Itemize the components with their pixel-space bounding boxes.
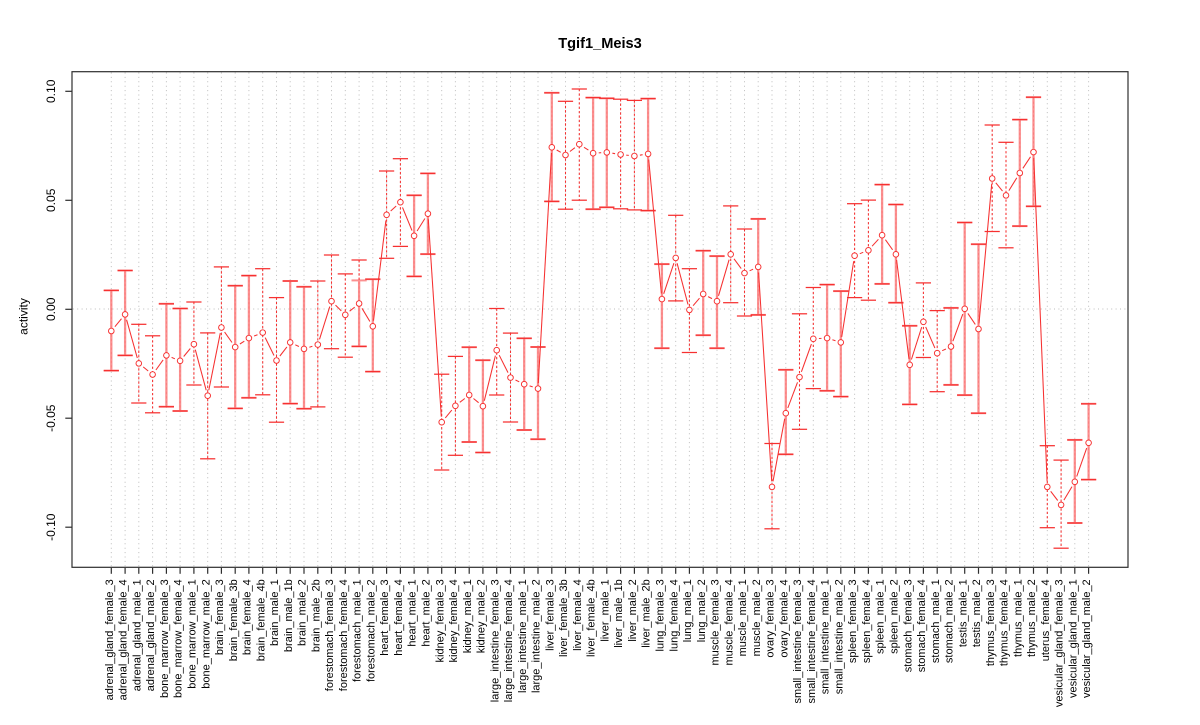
svg-text:brain_male_1b: brain_male_1b [283,579,295,652]
svg-text:ovary_female_4: ovary_female_4 [778,579,790,657]
svg-text:small_intestine_male_1: small_intestine_male_1 [820,579,832,694]
svg-text:liver_female_4b: liver_female_4b [586,579,598,657]
svg-text:small_intestine_female_4: small_intestine_female_4 [806,579,818,703]
svg-text:muscle_male_1: muscle_male_1 [737,579,749,656]
svg-text:heart_male_2: heart_male_2 [421,579,433,646]
svg-text:0.05: 0.05 [44,188,58,212]
svg-text:heart_female_4: heart_female_4 [393,579,405,655]
svg-text:forestomach_female_4: forestomach_female_4 [338,579,350,691]
svg-text:spleen_male_2: spleen_male_2 [889,579,901,654]
svg-text:kidney_female_4: kidney_female_4 [448,579,460,662]
svg-text:adrenal_gland_male_2: adrenal_gland_male_2 [145,579,157,691]
svg-text:thymus_male_2: thymus_male_2 [1026,579,1038,657]
svg-text:kidney_male_1: kidney_male_1 [462,579,474,653]
svg-text:muscle_male_2: muscle_male_2 [751,579,763,656]
svg-text:-0.05: -0.05 [44,404,58,432]
svg-text:liver_male_1: liver_male_1 [599,579,611,641]
svg-text:uterus_female_4: uterus_female_4 [1040,579,1052,661]
svg-text:vesicular_gland_male_1: vesicular_gland_male_1 [1067,579,1079,698]
svg-text:stomach_male_1: stomach_male_1 [930,579,942,663]
svg-text:liver_male_2b: liver_male_2b [641,579,653,647]
svg-text:bone_marrow_male_1: bone_marrow_male_1 [187,579,199,688]
svg-text:bone_marrow_female_3: bone_marrow_female_3 [159,579,171,698]
svg-text:muscle_female_3: muscle_female_3 [710,579,722,665]
svg-text:spleen_male_1: spleen_male_1 [875,579,887,654]
svg-text:thymus_male_1: thymus_male_1 [1012,579,1024,657]
svg-text:liver_female_4: liver_female_4 [572,579,584,651]
svg-text:muscle_female_4: muscle_female_4 [723,579,735,665]
svg-text:small_intestine_female_3: small_intestine_female_3 [792,579,804,703]
svg-text:brain_male_1: brain_male_1 [269,579,281,646]
svg-text:activity: activity [17,298,31,335]
svg-text:lung_female_4: lung_female_4 [668,579,680,651]
svg-text:brain_male_2b: brain_male_2b [310,579,322,652]
svg-text:forestomach_female_3: forestomach_female_3 [324,579,336,691]
svg-text:liver_male_2: liver_male_2 [627,579,639,641]
svg-text:kidney_female_3: kidney_female_3 [434,579,446,662]
svg-text:brain_female_4: brain_female_4 [242,579,254,655]
svg-text:lung_male_2: lung_male_2 [696,579,708,642]
svg-text:liver_female_3: liver_female_3 [544,579,556,651]
svg-text:stomach_female_3: stomach_female_3 [902,579,914,672]
svg-text:forestomach_male_1: forestomach_male_1 [352,579,364,682]
svg-text:Tgif1_Meis3: Tgif1_Meis3 [558,36,642,52]
svg-text:stomach_male_2: stomach_male_2 [944,579,956,663]
svg-text:adrenal_gland_female_4: adrenal_gland_female_4 [118,579,130,700]
svg-text:stomach_female_4: stomach_female_4 [916,579,928,672]
svg-text:brain_female_4b: brain_female_4b [255,579,267,661]
svg-text:brain_male_2: brain_male_2 [297,579,309,646]
svg-text:thymus_female_4: thymus_female_4 [999,579,1011,666]
svg-text:adrenal_gland_male_1: adrenal_gland_male_1 [131,579,143,691]
svg-text:0.10: 0.10 [44,79,58,103]
svg-text:vesicular_gland_male_2: vesicular_gland_male_2 [1081,579,1093,698]
svg-text:bone_marrow_female_4: bone_marrow_female_4 [173,579,185,698]
svg-text:thymus_female_3: thymus_female_3 [985,579,997,666]
svg-text:spleen_female_3: spleen_female_3 [847,579,859,663]
svg-text:spleen_female_4: spleen_female_4 [861,579,873,663]
svg-text:liver_female_3b: liver_female_3b [558,579,570,657]
svg-text:lung_male_1: lung_male_1 [682,579,694,642]
svg-text:liver_male_1b: liver_male_1b [613,579,625,647]
svg-text:large_intestine_female_4: large_intestine_female_4 [503,579,515,702]
svg-text:large_intestine_male_2: large_intestine_male_2 [531,579,543,693]
svg-text:0.00: 0.00 [44,297,58,321]
svg-text:forestomach_male_2: forestomach_male_2 [365,579,377,682]
svg-text:large_intestine_female_3: large_intestine_female_3 [489,579,501,702]
svg-text:kidney_male_2: kidney_male_2 [476,579,488,653]
svg-text:lung_female_3: lung_female_3 [655,579,667,651]
svg-text:vesicular_gland_female_3: vesicular_gland_female_3 [1054,579,1066,707]
svg-text:adrenal_gland_female_3: adrenal_gland_female_3 [104,579,116,700]
svg-text:large_intestine_male_1: large_intestine_male_1 [517,579,529,693]
svg-text:brain_female_3b: brain_female_3b [228,579,240,661]
svg-text:small_intestine_male_2: small_intestine_male_2 [833,579,845,694]
svg-text:heart_female_3: heart_female_3 [379,579,391,655]
svg-text:testis_male_2: testis_male_2 [971,579,983,647]
svg-text:ovary_female_3: ovary_female_3 [765,579,777,657]
svg-text:-0.10: -0.10 [44,513,58,541]
svg-text:bone_marrow_male_2: bone_marrow_male_2 [200,579,212,688]
svg-text:brain_female_3: brain_female_3 [214,579,226,655]
svg-text:testis_male_1: testis_male_1 [957,579,969,647]
svg-text:heart_male_1: heart_male_1 [407,579,419,646]
